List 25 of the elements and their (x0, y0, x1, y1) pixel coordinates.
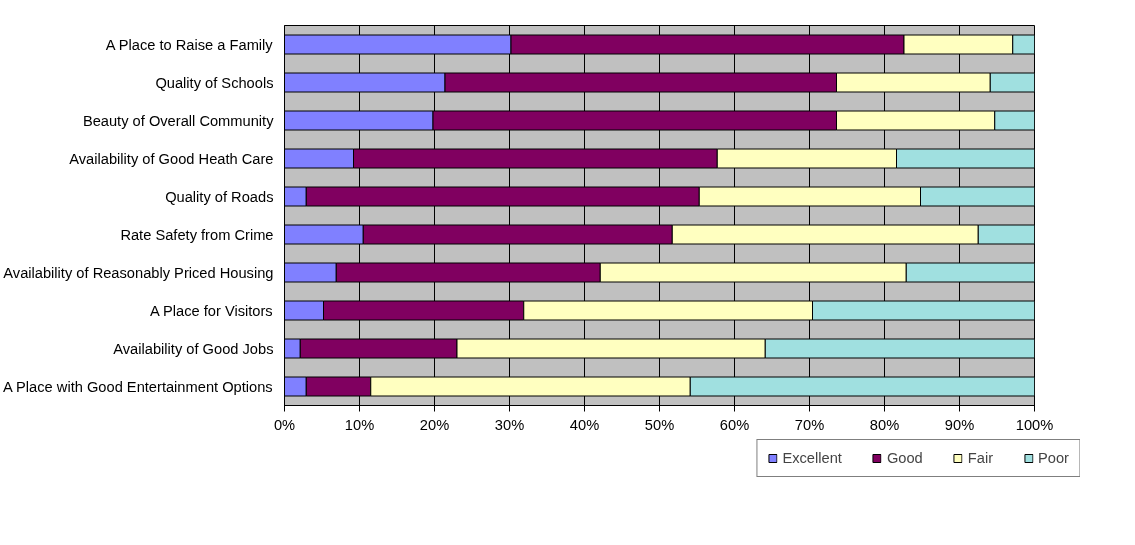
legend-label: Poor (1038, 449, 1069, 466)
y-tick-label: Availability of Good Jobs (113, 340, 274, 357)
y-tick-label: Beauty of Overall Community (82, 112, 275, 129)
x-tick-label: 20% (419, 416, 450, 433)
y-tick-label: Quality of Roads (165, 188, 274, 205)
y-tick-label: A Place to Raise a Family (105, 36, 274, 53)
y-tick-label: Availability of Good Heath Care (69, 150, 274, 167)
x-tick-label: 100% (1015, 416, 1054, 433)
x-tick-label: 50% (644, 416, 675, 433)
x-tick-label: 60% (719, 416, 750, 433)
x-tick-label: 0% (273, 416, 296, 433)
x-tick-label: 40% (569, 416, 600, 433)
x-tick-label: 30% (494, 416, 525, 433)
y-tick-label: A Place for Visitors (149, 302, 273, 319)
y-tick-label: Rate Safety from Crime (120, 226, 274, 243)
x-tick-label: 70% (794, 416, 825, 433)
y-tick-label: Quality of Schools (155, 74, 274, 91)
legend-label: Good (886, 449, 923, 466)
x-tick-label: 80% (869, 416, 900, 433)
y-tick-label: Availability of Reasonably Priced Housing (3, 264, 274, 281)
legend-label: Fair (967, 449, 994, 466)
y-tick-label: A Place with Good Entertainment Options (3, 378, 273, 395)
x-tick-label: 10% (344, 416, 375, 433)
x-tick-label: 90% (944, 416, 975, 433)
legend-label: Excellent (782, 449, 842, 466)
